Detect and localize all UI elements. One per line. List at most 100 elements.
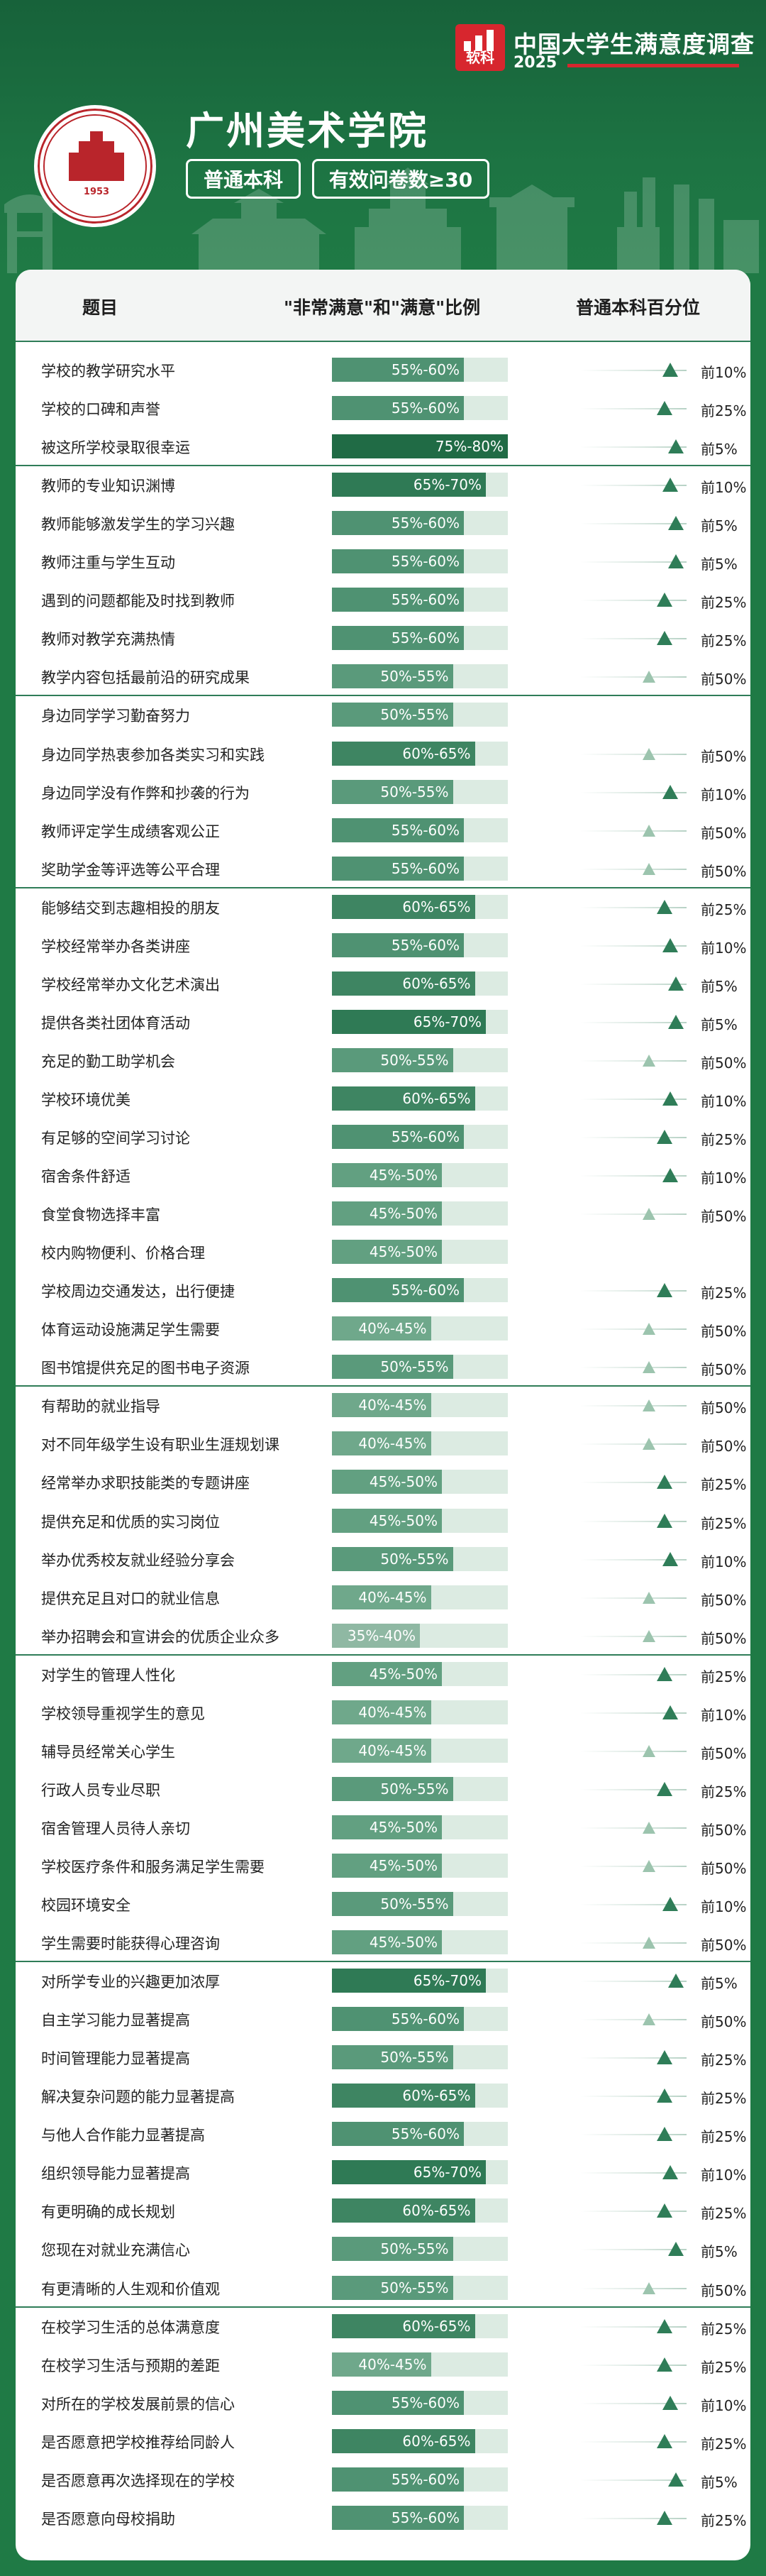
rank-triangle-icon bbox=[643, 1323, 655, 1336]
ratio-bar: 40%-45% bbox=[332, 1738, 431, 1763]
rank-triangle-icon bbox=[668, 516, 684, 531]
row-topic: 学校医疗条件和服务满足学生需要 bbox=[41, 1858, 265, 1876]
rank-guide-line bbox=[580, 1405, 687, 1407]
rank-triangle-icon bbox=[657, 2433, 672, 2448]
row-topic: 有更明确的成长规划 bbox=[41, 2203, 175, 2221]
rank-label: 前50% bbox=[701, 1399, 747, 1417]
table-row: 举办优秀校友就业经验分享会 50%-55% 前10% bbox=[16, 1540, 750, 1578]
ratio-bar: 65%-70% bbox=[332, 1009, 486, 1034]
section-divider bbox=[16, 1653, 750, 1656]
ratio-bar: 45%-50% bbox=[332, 1508, 442, 1533]
table-row: 学校经常举办文化艺术演出 60%-65% 前5% bbox=[16, 964, 750, 1003]
table-row: 能够结交到志趣相投的朋友 60%-65% 前25% bbox=[16, 888, 750, 926]
rank-label: 前25% bbox=[701, 2052, 747, 2069]
rank-guide-line bbox=[580, 1788, 687, 1790]
rank-triangle-icon bbox=[657, 2088, 672, 2103]
rank-guide-line bbox=[580, 638, 687, 640]
table-row: 是否愿意把学校推荐给同龄人 60%-65% 前25% bbox=[16, 2422, 750, 2460]
header: 软科 中国大学生满意度调查 2025 1953 广州美术学院 普通本科 有效问卷… bbox=[0, 0, 766, 273]
rank-triangle-icon bbox=[662, 2395, 678, 2410]
row-topic: 在校学习生活的总体满意度 bbox=[41, 2318, 220, 2336]
ratio-bar: 50%-55% bbox=[332, 1355, 453, 1380]
rank-triangle-icon bbox=[657, 1781, 672, 1796]
rank-guide-line bbox=[580, 2172, 687, 2174]
rank-triangle-icon bbox=[643, 1591, 655, 1604]
ratio-bar: 55%-60% bbox=[332, 2390, 464, 2415]
rank-triangle-icon bbox=[662, 1168, 678, 1183]
rank-guide-line bbox=[580, 2096, 687, 2098]
rank-guide-line bbox=[580, 791, 687, 793]
row-topic: 对不同年级学生设有职业生涯规划课 bbox=[41, 1436, 279, 1454]
ratio-bar: 55%-60% bbox=[332, 626, 464, 651]
rank-label: 前25% bbox=[701, 632, 747, 650]
rank-triangle-icon bbox=[643, 671, 655, 683]
table-row: 有更清晰的人生观和价值观 50%-55% 前50% bbox=[16, 2269, 750, 2307]
column-header-rank: 普通本科百分位 bbox=[576, 297, 701, 318]
row-topic: 有帮助的就业指导 bbox=[41, 1398, 160, 1416]
row-topic: 经常举办求职技能类的专题讲座 bbox=[41, 1475, 250, 1492]
rank-guide-line bbox=[580, 945, 687, 947]
rank-label: 前50% bbox=[701, 1629, 747, 1647]
table-row: 教师注重与学生互动 55%-60% 前5% bbox=[16, 542, 750, 580]
table-row: 解决复杂问题的能力显著提高 60%-65% 前25% bbox=[16, 2076, 750, 2115]
table-row: 遇到的问题都能及时找到教师 55%-60% 前25% bbox=[16, 580, 750, 619]
rank-label: 前5% bbox=[701, 1975, 738, 1993]
rank-label: 前10% bbox=[701, 1898, 747, 1915]
table-row: 学生需要时能获得心理咨询 45%-50% 前50% bbox=[16, 1923, 750, 1961]
rank-guide-line bbox=[580, 485, 687, 487]
rank-label: 前25% bbox=[701, 1514, 747, 1532]
ratio-bar: 45%-50% bbox=[332, 1163, 442, 1188]
section-divider bbox=[16, 1385, 750, 1387]
rank-label: 前25% bbox=[701, 901, 747, 918]
ratio-bar: 40%-45% bbox=[332, 1316, 431, 1341]
row-topic: 身边同学学习勤奋努力 bbox=[41, 708, 190, 725]
rank-guide-line bbox=[580, 1328, 687, 1331]
rank-label: 前5% bbox=[701, 441, 738, 458]
rank-triangle-icon bbox=[662, 2165, 678, 2180]
rank-triangle-icon bbox=[643, 1438, 655, 1451]
row-topic: 对学生的管理人性化 bbox=[41, 1666, 175, 1684]
rank-guide-line bbox=[580, 1558, 687, 1561]
ratio-bar: 40%-45% bbox=[332, 2352, 431, 2377]
table-row: 时间管理能力显著提高 50%-55% 前25% bbox=[16, 2038, 750, 2076]
rank-label: 前25% bbox=[701, 2128, 747, 2146]
rank-triangle-icon bbox=[643, 1361, 655, 1374]
ratio-bar: 60%-65% bbox=[332, 2313, 475, 2338]
rank-triangle-icon bbox=[643, 1054, 655, 1067]
rank-triangle-icon bbox=[668, 1974, 684, 1988]
ratio-bar: 40%-45% bbox=[332, 1431, 431, 1456]
ratio-bar: 50%-55% bbox=[332, 1546, 453, 1571]
rank-label: 前5% bbox=[701, 556, 738, 573]
table-row: 食堂食物选择丰富 45%-50% 前50% bbox=[16, 1194, 750, 1233]
ratio-bar: 50%-55% bbox=[332, 1047, 453, 1072]
rank-label: 前50% bbox=[701, 1361, 747, 1379]
rank-label: 前10% bbox=[701, 1706, 747, 1724]
results-table-card: 题目 "非常满意"和"满意"比例 普通本科百分位 学校的教学研究水平 55%-60… bbox=[16, 270, 750, 2560]
rank-label: 前25% bbox=[701, 1284, 747, 1302]
table-row: 身边同学学习勤奋努力 50%-55% bbox=[16, 695, 750, 734]
ratio-bar: 60%-65% bbox=[332, 2198, 475, 2223]
rank-triangle-icon bbox=[657, 2510, 672, 2525]
row-topic: 学校经常举办各类讲座 bbox=[41, 937, 190, 955]
rank-triangle-icon bbox=[657, 2050, 672, 2065]
rank-label: 前10% bbox=[701, 2396, 747, 2414]
rank-label: 前50% bbox=[701, 1937, 747, 1954]
rank-label: 前50% bbox=[701, 671, 747, 688]
rank-label: 前5% bbox=[701, 2243, 738, 2261]
row-topic: 宿舍条件舒适 bbox=[41, 1168, 131, 1186]
ratio-bar: 55%-60% bbox=[332, 856, 464, 881]
row-topic: 在校学习生活与预期的差距 bbox=[41, 2357, 220, 2374]
section-divider bbox=[16, 1961, 750, 1963]
rank-label: 前10% bbox=[701, 364, 747, 381]
rank-triangle-icon bbox=[657, 2357, 672, 2372]
row-topic: 自主学习能力显著提高 bbox=[41, 2012, 190, 2030]
rank-triangle-icon bbox=[662, 1897, 678, 1911]
ratio-bar: 50%-55% bbox=[332, 2237, 453, 2262]
rank-triangle-icon bbox=[643, 1744, 655, 1757]
row-topic: 教师评定学生成绩客观公正 bbox=[41, 822, 220, 840]
rank-triangle-icon bbox=[643, 747, 655, 760]
ratio-bar: 60%-65% bbox=[332, 741, 475, 766]
section-divider bbox=[16, 886, 750, 888]
rank-guide-line bbox=[580, 1290, 687, 1292]
row-topic: 图书馆提供充足的图书电子资源 bbox=[41, 1360, 250, 1377]
